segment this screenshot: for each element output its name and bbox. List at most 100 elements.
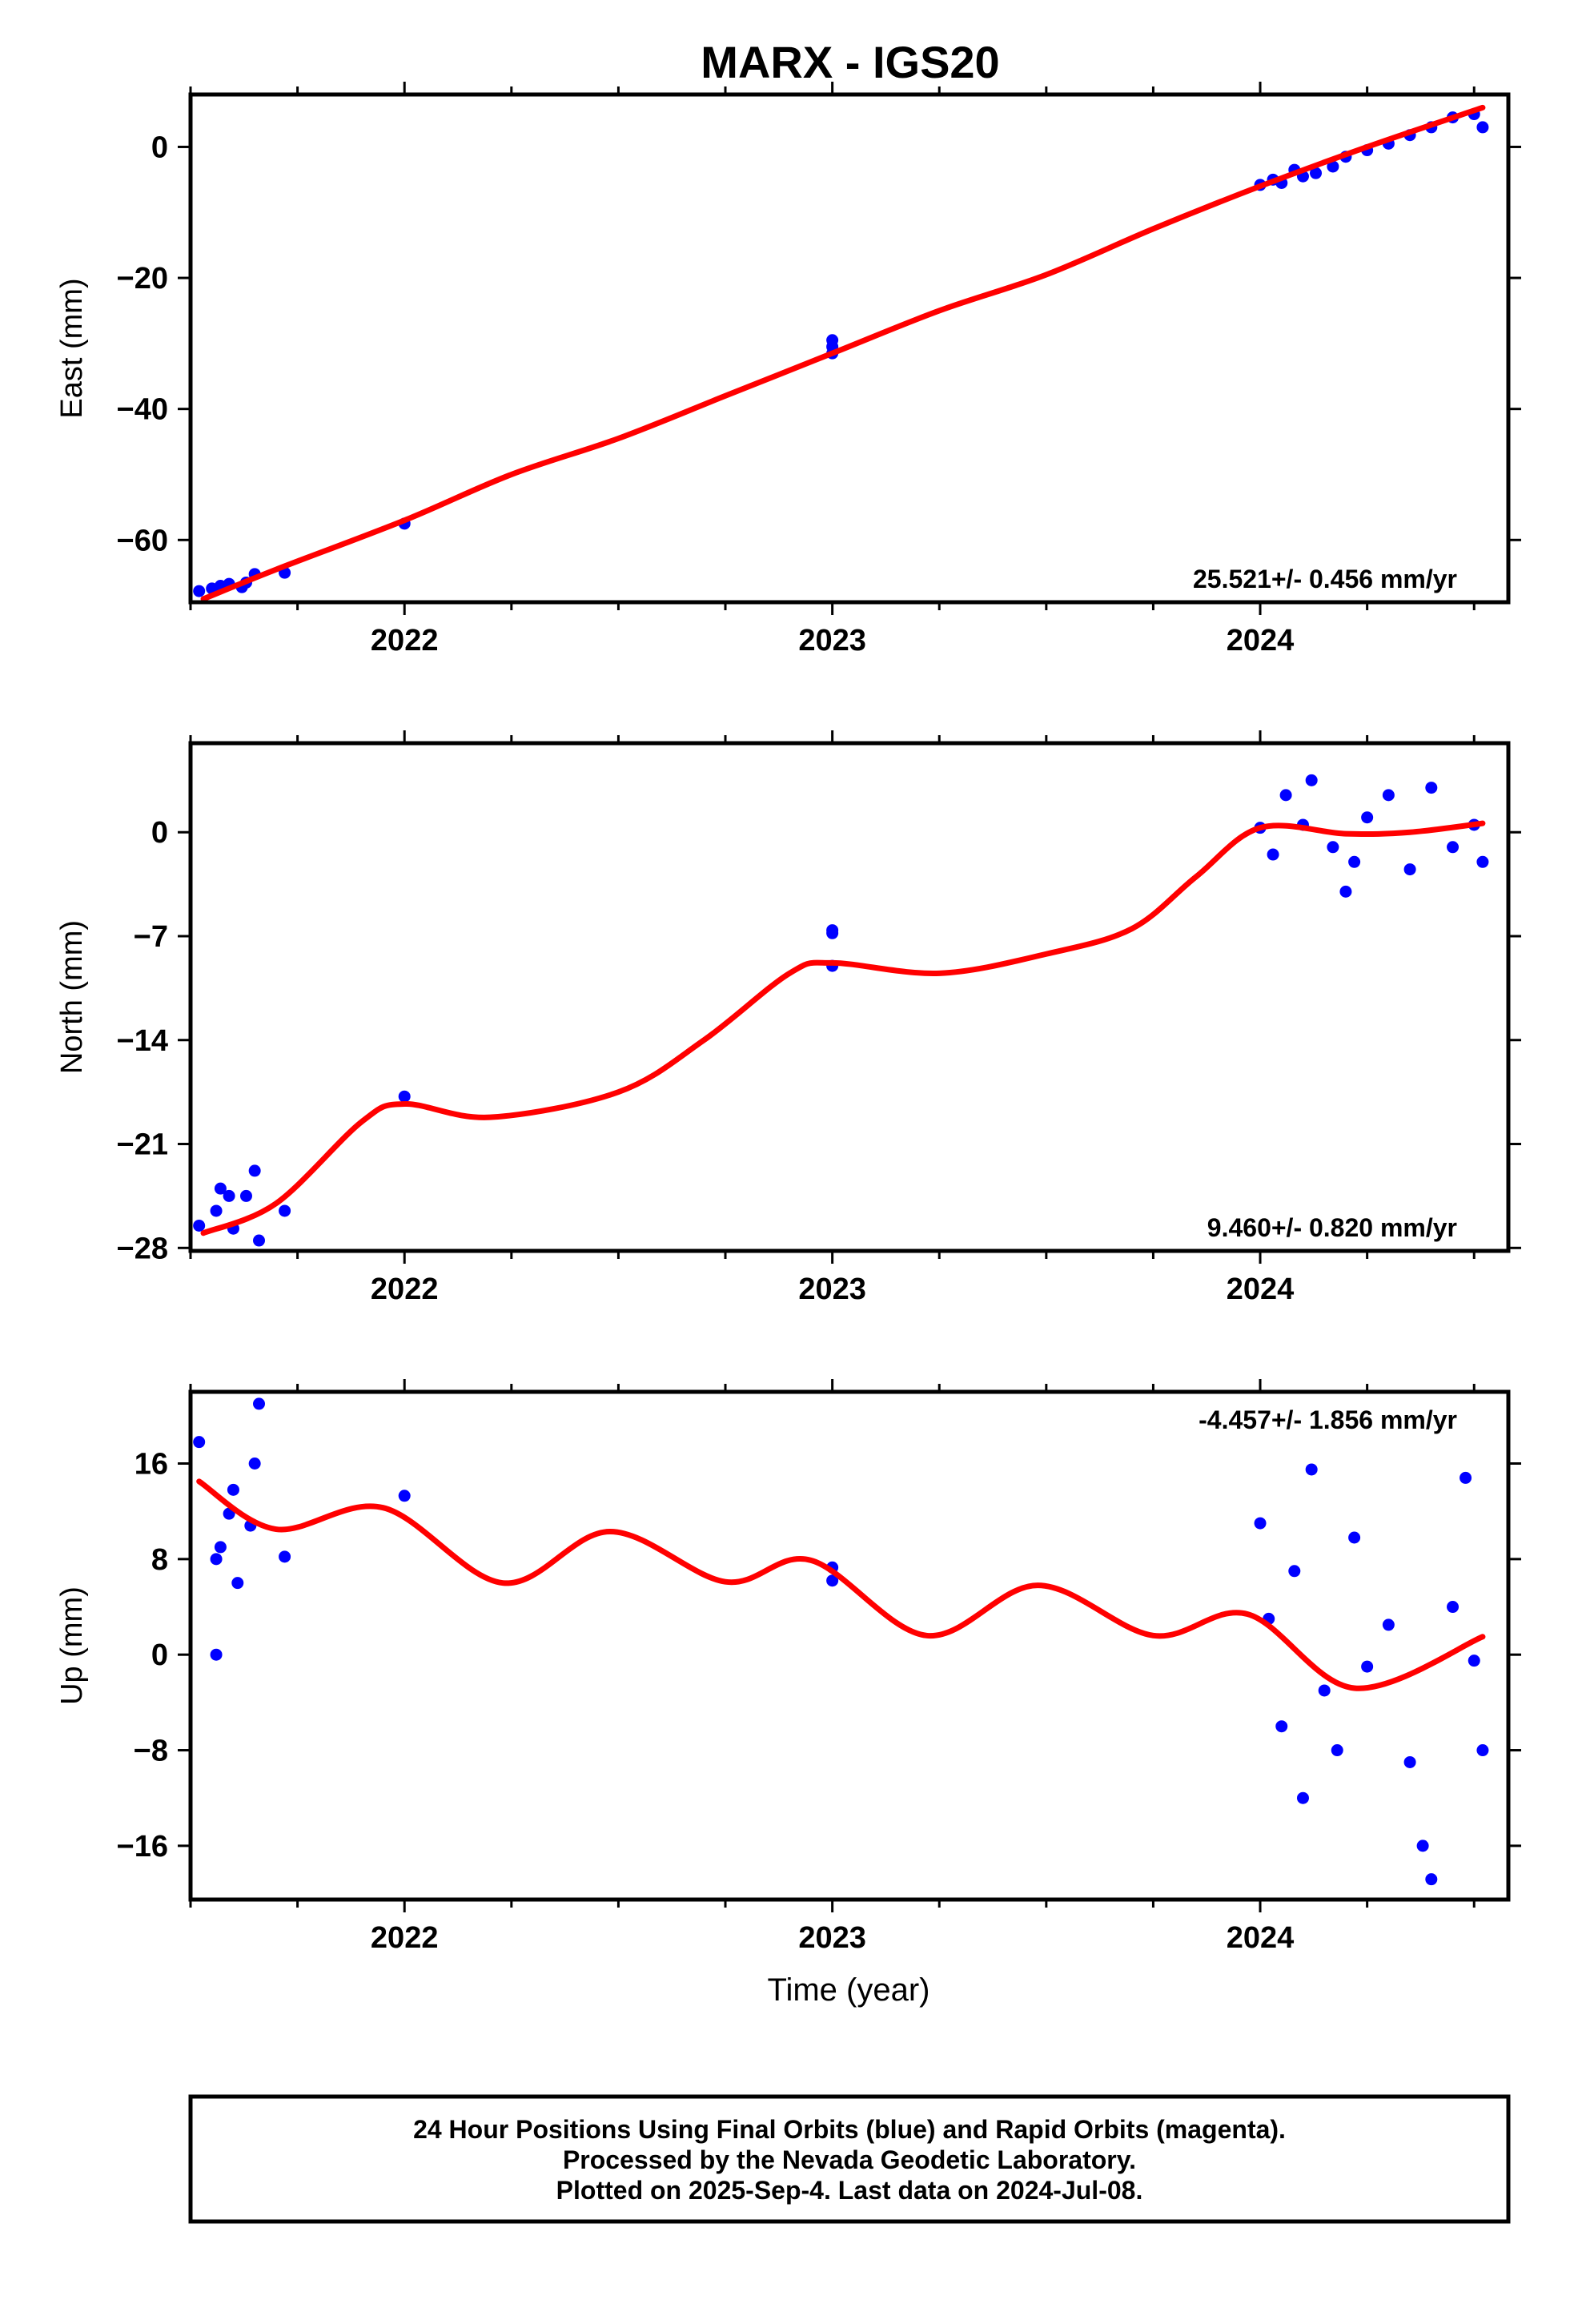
x-tick-label: 2022 [371, 624, 439, 657]
y-axis-label: North (mm) [55, 920, 89, 1074]
data-point [1468, 1655, 1480, 1667]
x-tick-label: 2023 [798, 1273, 866, 1306]
data-point [1403, 1755, 1416, 1768]
data-point [1331, 1744, 1343, 1757]
data-point [826, 334, 839, 347]
plot-frame [188, 92, 1511, 605]
data-point [279, 1550, 291, 1563]
data-point [1348, 1531, 1361, 1544]
data-point [398, 1090, 411, 1103]
data-point [210, 1648, 223, 1661]
x-tick-label: 2023 [798, 1921, 866, 1955]
data-point [1310, 167, 1323, 179]
data-point [1305, 774, 1318, 786]
model-fit-line [196, 1478, 1486, 1691]
data-point [214, 1541, 227, 1554]
velocity-label: -4.457+/- 1.856 mm/yr [1199, 1405, 1457, 1434]
data-point [227, 1483, 239, 1496]
model-fit-line [200, 104, 1486, 602]
footer-box [188, 2094, 1511, 2224]
footer-line-1: 24 Hour Positions Using Final Orbits (bl… [413, 2115, 1286, 2144]
x-tick-label: 2023 [798, 624, 866, 657]
data-point [214, 1182, 227, 1195]
data-point [1476, 1744, 1489, 1757]
plot-frame [188, 741, 1511, 1253]
y-axis-label: East (mm) [55, 278, 89, 418]
data-point [248, 1164, 261, 1177]
data-point [1318, 1684, 1331, 1697]
data-point [826, 1574, 839, 1587]
data-point [1403, 863, 1416, 876]
y-tick-label: −40 [117, 393, 168, 427]
y-tick-label: −21 [117, 1128, 168, 1162]
y-tick-label: −7 [134, 920, 168, 954]
data-point [1348, 855, 1361, 868]
data-point [1288, 1565, 1301, 1578]
data-point [193, 585, 206, 597]
data-point [1305, 1463, 1318, 1476]
y-axis-label: Up (mm) [55, 1586, 89, 1705]
data-point [1327, 841, 1339, 854]
north-panel: 2022 2023 2024 −28 −21 −14 −7 0 North (mm) 9.460+… [55, 730, 1521, 1306]
data-point [1447, 841, 1460, 854]
x-axis-label: Time (year) [768, 1972, 930, 2008]
y-tick-label: 8 [151, 1543, 168, 1577]
plot-area [193, 1397, 1489, 1886]
data-point [253, 1397, 266, 1410]
data-point [1476, 855, 1489, 868]
plot-area [193, 104, 1489, 602]
y-tick-label: 0 [151, 1638, 168, 1672]
y-tick-label: −60 [117, 524, 168, 557]
plot-area [193, 774, 1489, 1247]
data-point [1275, 1720, 1288, 1733]
data-point [826, 924, 839, 937]
footer-line-2: Processed by the Nevada Geodetic Laborat… [563, 2145, 1136, 2174]
data-point [1339, 885, 1352, 898]
data-point [1279, 789, 1292, 802]
x-tick-label: 2022 [371, 1921, 439, 1955]
data-point [1361, 811, 1374, 824]
data-point [1254, 1517, 1267, 1530]
data-point [1416, 1839, 1429, 1852]
data-point [1476, 121, 1489, 134]
y-tick-label: 0 [151, 816, 168, 850]
y-tick-label: 16 [135, 1448, 168, 1482]
plot-frame [188, 1389, 1511, 1902]
data-point [223, 1189, 235, 1202]
data-point [193, 1436, 206, 1449]
x-tick-label: 2024 [1227, 624, 1295, 657]
data-point [231, 1577, 244, 1590]
footer-line-3: Plotted on 2025-Sep-4. Last data on 2024… [556, 2176, 1143, 2205]
data-point [279, 1204, 291, 1217]
y-tick-label: −20 [117, 262, 168, 296]
up-panel: 2022 2023 2024 −16 −8 0 8 16 Up (mm) -4.457+/- 1.… [55, 1379, 1521, 1955]
y-tick-label: −8 [134, 1735, 168, 1768]
data-point [1460, 1471, 1472, 1484]
data-point [253, 1234, 266, 1247]
velocity-label: 25.521+/- 0.456 mm/yr [1193, 565, 1457, 593]
data-point [1361, 1660, 1374, 1673]
y-tick-label: 0 [151, 131, 168, 164]
y-tick-label: −14 [117, 1024, 168, 1058]
data-point [1327, 160, 1339, 173]
velocity-label: 9.460+/- 0.820 mm/yr [1207, 1213, 1457, 1242]
data-point [1382, 789, 1395, 802]
data-point [1267, 848, 1279, 861]
model-fit-line [200, 820, 1486, 1236]
x-tick-label: 2024 [1227, 1273, 1295, 1306]
data-point [1425, 782, 1438, 794]
data-point [193, 1219, 206, 1232]
data-point [1382, 1618, 1395, 1631]
data-point [1296, 1791, 1309, 1804]
data-point [248, 1458, 261, 1470]
data-point [210, 1204, 223, 1217]
east-panel: 2022 2023 2024 −60 −40 −20 0 East (mm) 25.521+/-… [55, 82, 1521, 657]
y-tick-label: −28 [117, 1232, 168, 1265]
y-tick-label: −16 [117, 1830, 168, 1864]
data-point [239, 1189, 252, 1202]
data-point [1447, 1601, 1460, 1614]
x-tick-label: 2024 [1227, 1921, 1295, 1955]
x-tick-label: 2022 [371, 1273, 439, 1306]
data-point [398, 1490, 411, 1502]
